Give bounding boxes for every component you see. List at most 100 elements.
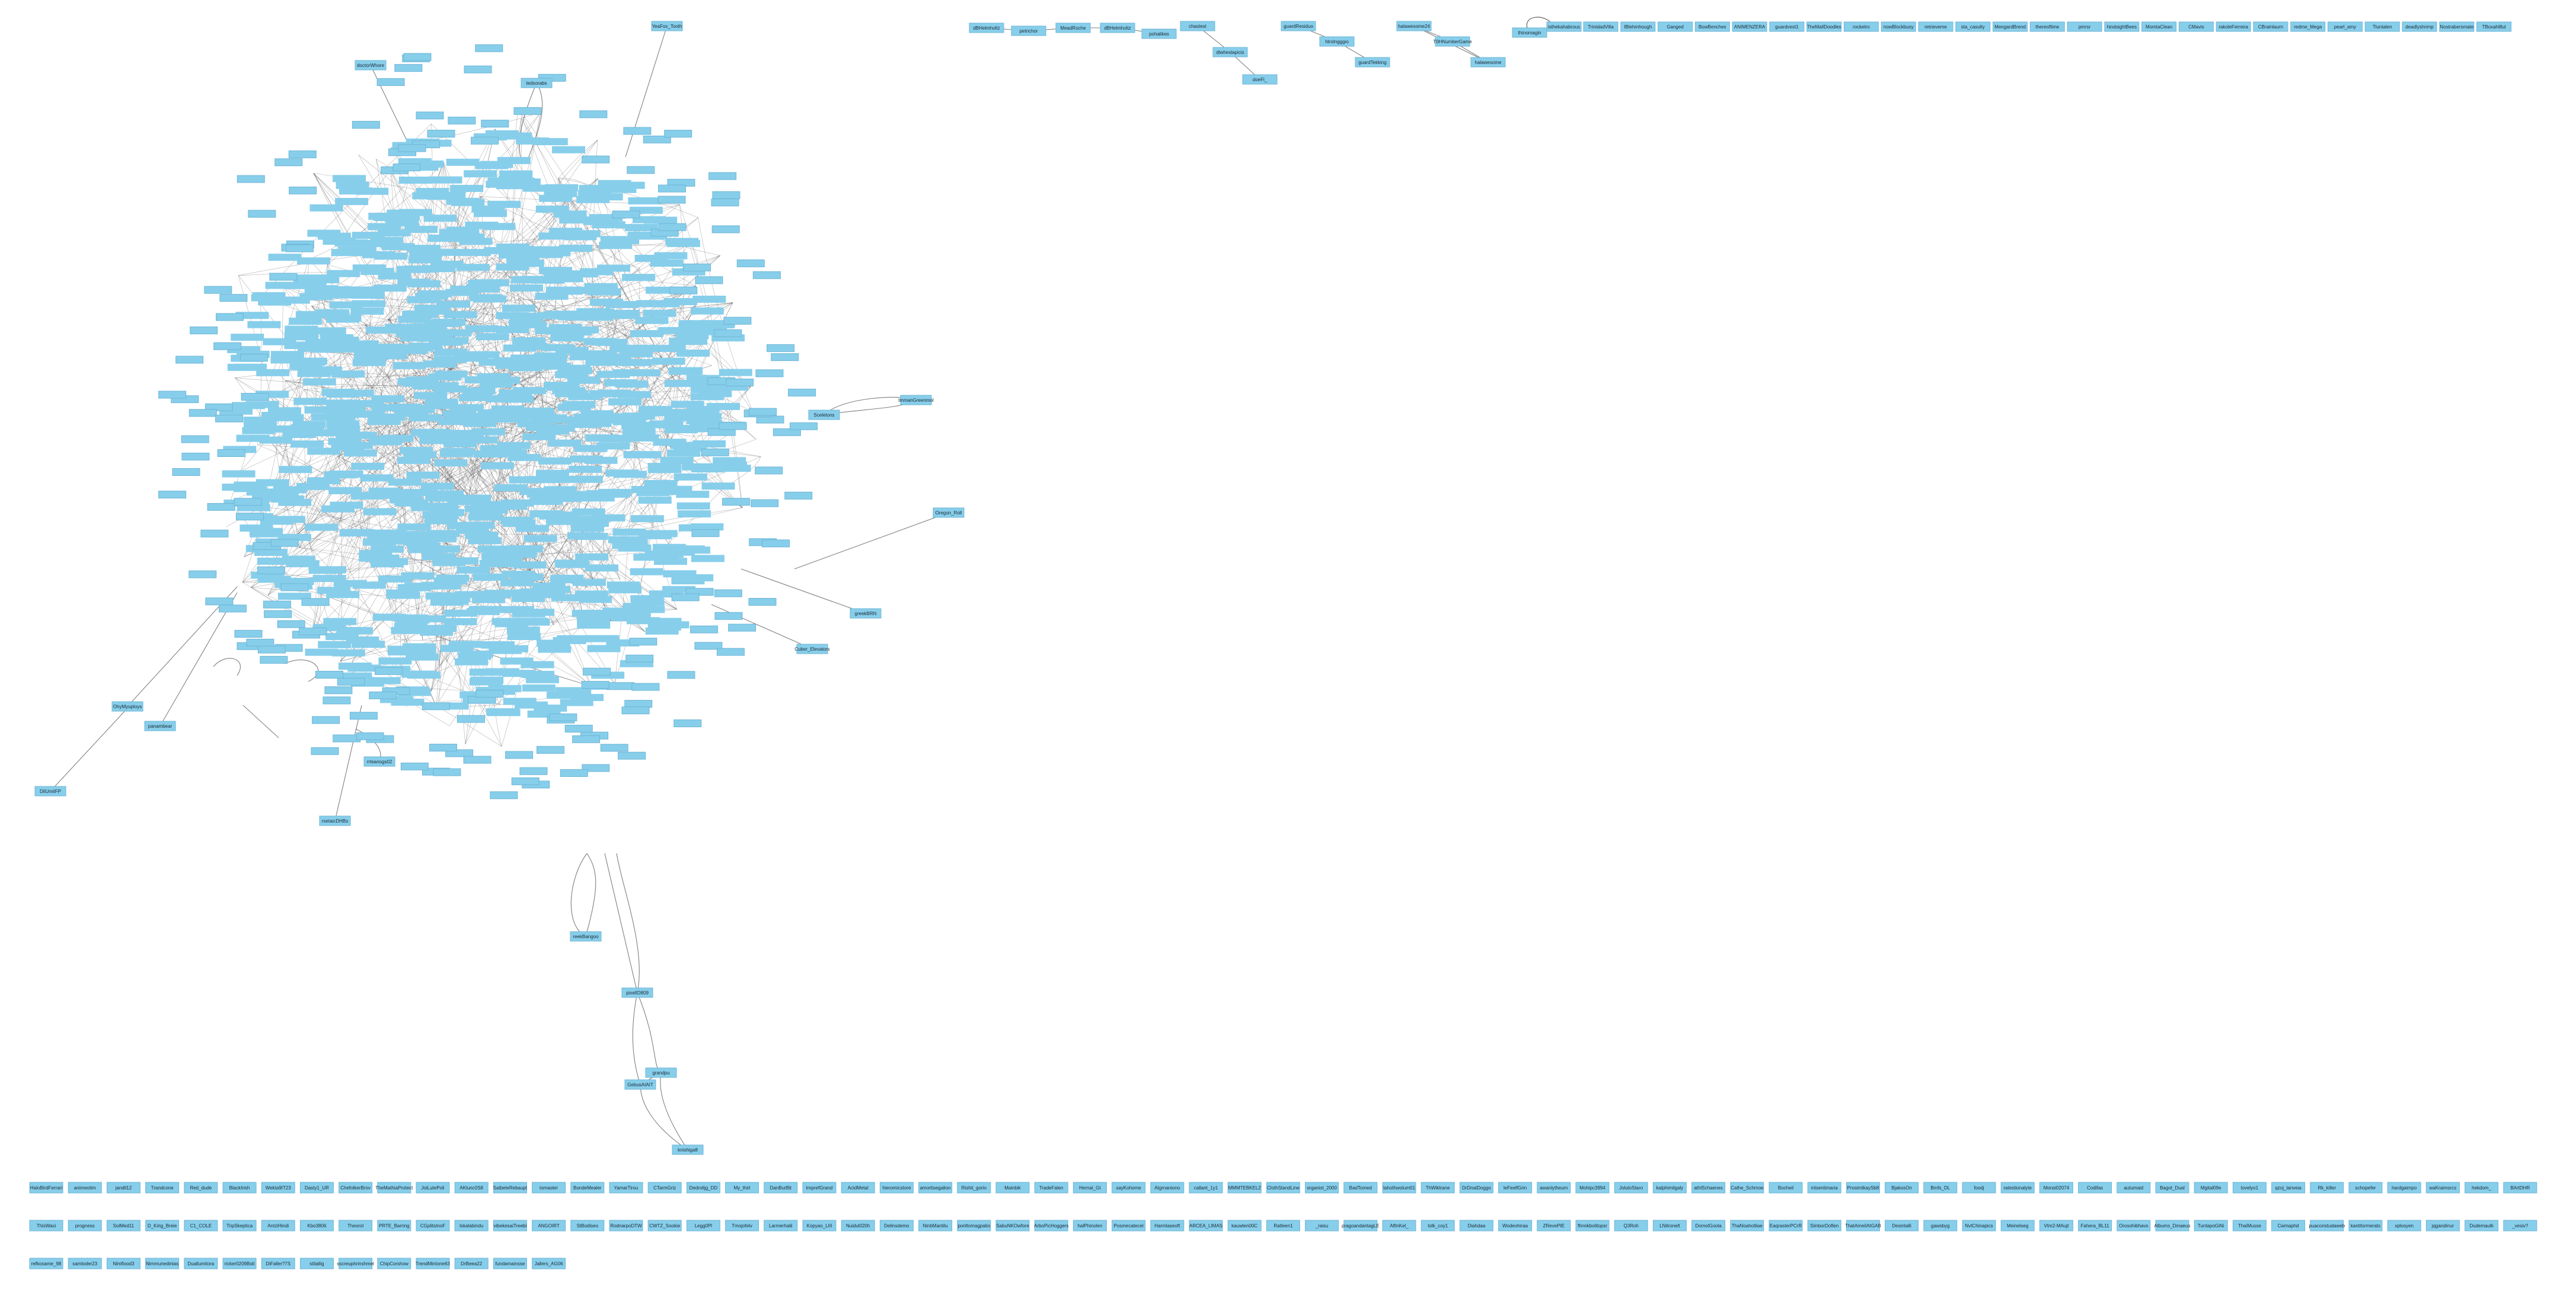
cluster-perimeter-node[interactable] — [215, 313, 244, 321]
cluster-perimeter-node[interactable] — [560, 769, 588, 777]
isolated-node[interactable]: Posmecatecel — [1112, 1220, 1146, 1232]
top-node[interactable]: dBHelmholtz — [1100, 23, 1135, 33]
isolated-node[interactable]: AcidMetal — [841, 1182, 875, 1194]
isolated-node[interactable]: Dudemaulk — [2465, 1220, 2499, 1232]
isolated-node[interactable]: Red_dude — [184, 1182, 218, 1194]
cluster-perimeter-node[interactable] — [301, 598, 330, 606]
top-node[interactable]: Ganged — [1658, 21, 1693, 32]
outlying-node[interactable]: doctorWhore — [355, 60, 387, 71]
top-node[interactable]: thereoftime — [2029, 21, 2065, 32]
top-node[interactable]: MengardBrend — [1993, 21, 2028, 32]
isolated-node[interactable]: ZRevePIE — [1537, 1220, 1571, 1232]
cluster-perimeter-node[interactable] — [324, 686, 353, 695]
cluster-perimeter-node[interactable] — [416, 111, 444, 120]
cluster-perimeter-node[interactable] — [755, 369, 784, 378]
cluster-perimeter-node[interactable] — [723, 316, 752, 325]
cluster-perimeter-node[interactable] — [246, 638, 274, 647]
isolated-node[interactable]: JoluloStaro — [1614, 1182, 1648, 1194]
cluster-perimeter-node[interactable] — [631, 683, 660, 691]
cluster-perimeter-node[interactable] — [181, 435, 209, 443]
isolated-node[interactable]: AKlunc0S8 — [454, 1182, 489, 1194]
top-node[interactable]: redme_Mega — [2290, 21, 2326, 32]
cluster-perimeter-node[interactable] — [299, 628, 327, 636]
isolated-node[interactable]: CWTZ_Sookie — [647, 1220, 682, 1232]
isolated-node[interactable]: awanlytheum — [1537, 1182, 1571, 1194]
top-node[interactable]: hindsightBees — [2104, 21, 2140, 32]
top-node[interactable]: T0HNumberGame — [1433, 36, 1472, 47]
cluster-perimeter-node[interactable] — [537, 746, 565, 754]
isolated-node[interactable]: _raisu — [1305, 1220, 1339, 1232]
isolated-node[interactable]: gawsbyg — [1923, 1220, 1958, 1232]
cluster-perimeter-node[interactable] — [784, 491, 813, 500]
outlying-node[interactable]: panambear — [144, 721, 176, 731]
outlying-node[interactable]: Cuber_Elevators — [794, 644, 830, 654]
cluster-perimeter-node[interactable] — [683, 263, 711, 271]
cluster-perimeter-node[interactable] — [600, 744, 628, 752]
cluster-perimeter-node[interactable] — [217, 449, 245, 457]
isolated-node[interactable]: Monsi02074 — [2039, 1182, 2073, 1194]
top-node[interactable]: retrieveme — [1918, 21, 1953, 32]
cluster-perimeter-node[interactable] — [280, 583, 309, 591]
cluster-perimeter-node[interactable] — [237, 175, 265, 183]
isolated-node[interactable]: EaqrasterPCrR — [1769, 1220, 1803, 1232]
cluster-perimeter-node[interactable] — [701, 448, 729, 456]
cluster-perimeter-node[interactable] — [288, 150, 317, 158]
cluster-perimeter-node[interactable] — [711, 225, 740, 234]
cluster-perimeter-node[interactable] — [657, 184, 686, 193]
isolated-node[interactable]: TuntapoGiNi — [2194, 1220, 2228, 1232]
cluster-perimeter-node[interactable] — [667, 671, 695, 679]
isolated-node[interactable]: ClothStandLine — [1266, 1182, 1300, 1194]
top-node[interactable]: pohalikes — [1141, 28, 1177, 39]
isolated-node[interactable]: YamarTirou — [609, 1182, 643, 1194]
isolated-node[interactable]: refkosame_98 — [29, 1258, 63, 1269]
top-node[interactable]: petrichor — [1011, 25, 1046, 36]
cluster-perimeter-node[interactable] — [375, 667, 403, 675]
cluster-perimeter-node[interactable] — [564, 724, 593, 733]
cluster-perimeter-node[interactable] — [427, 130, 455, 138]
cluster-perimeter-node[interactable] — [158, 491, 187, 499]
cluster-perimeter-node[interactable] — [352, 121, 380, 129]
cluster-perimeter-node[interactable] — [263, 600, 291, 609]
isolated-node[interactable]: Wodeohiraa — [1498, 1220, 1533, 1232]
cluster-perimeter-node[interactable] — [751, 499, 779, 507]
cluster-perimeter-node[interactable] — [190, 327, 218, 335]
isolated-node[interactable]: DomolGoola — [1691, 1220, 1726, 1232]
isolated-node[interactable]: RodnarpoDTW — [609, 1220, 643, 1232]
isolated-node[interactable]: BjakosOn — [1885, 1182, 1919, 1194]
isolated-node[interactable]: DrBeea22 — [454, 1258, 489, 1269]
cluster-perimeter-node[interactable] — [205, 403, 233, 411]
top-node[interactable]: dlwheslapicis — [1212, 47, 1248, 57]
isolated-node[interactable]: jandil12 — [106, 1182, 141, 1194]
cluster-perimeter-node[interactable] — [694, 642, 723, 650]
isolated-node[interactable]: C1_COLE — [184, 1220, 218, 1232]
cluster-perimeter-node[interactable] — [714, 612, 743, 620]
top-node[interactable]: deadlyshrimp — [2402, 21, 2437, 32]
cluster-perimeter-node[interactable] — [627, 166, 655, 174]
cluster-perimeter-node[interactable] — [213, 342, 242, 350]
isolated-node[interactable]: Desintalli — [1885, 1220, 1919, 1232]
isolated-node[interactable]: Mainbik — [995, 1182, 1030, 1194]
isolated-node[interactable]: Rk_killer — [2310, 1182, 2344, 1194]
isolated-node[interactable]: sayKohome — [1112, 1182, 1146, 1194]
cluster-perimeter-node[interactable] — [695, 276, 723, 284]
isolated-node[interactable]: Nimmunedinias — [145, 1258, 180, 1269]
cluster-perimeter-node[interactable] — [475, 690, 504, 698]
cluster-perimeter-node[interactable] — [241, 393, 269, 401]
cluster-perimeter-node[interactable] — [612, 210, 640, 219]
top-node[interactable]: htrolngggio — [1319, 36, 1355, 47]
cluster-perimeter-node[interactable] — [664, 130, 692, 138]
isolated-node[interactable]: Theorol — [339, 1220, 373, 1232]
isolated-node[interactable]: Larmerhalii — [764, 1220, 798, 1232]
cluster-perimeter-node[interactable] — [481, 120, 509, 128]
cluster-perimeter-node[interactable] — [337, 677, 365, 686]
cluster-perimeter-node[interactable] — [623, 127, 652, 135]
cluster-perimeter-node[interactable] — [207, 503, 235, 511]
cluster-perimeter-node[interactable] — [582, 764, 610, 772]
top-node[interactable]: BowBenches — [1694, 21, 1730, 32]
isolated-node[interactable]: NvtChinapics — [1962, 1220, 1996, 1232]
isolated-node[interactable]: leFeelfGrin — [1498, 1182, 1533, 1194]
isolated-node[interactable]: TheMathiaProtect — [375, 1182, 413, 1194]
cluster-perimeter-node[interactable] — [671, 593, 700, 602]
isolated-node[interactable]: LNitronelt — [1652, 1220, 1687, 1232]
cluster-perimeter-node[interactable] — [581, 681, 609, 689]
